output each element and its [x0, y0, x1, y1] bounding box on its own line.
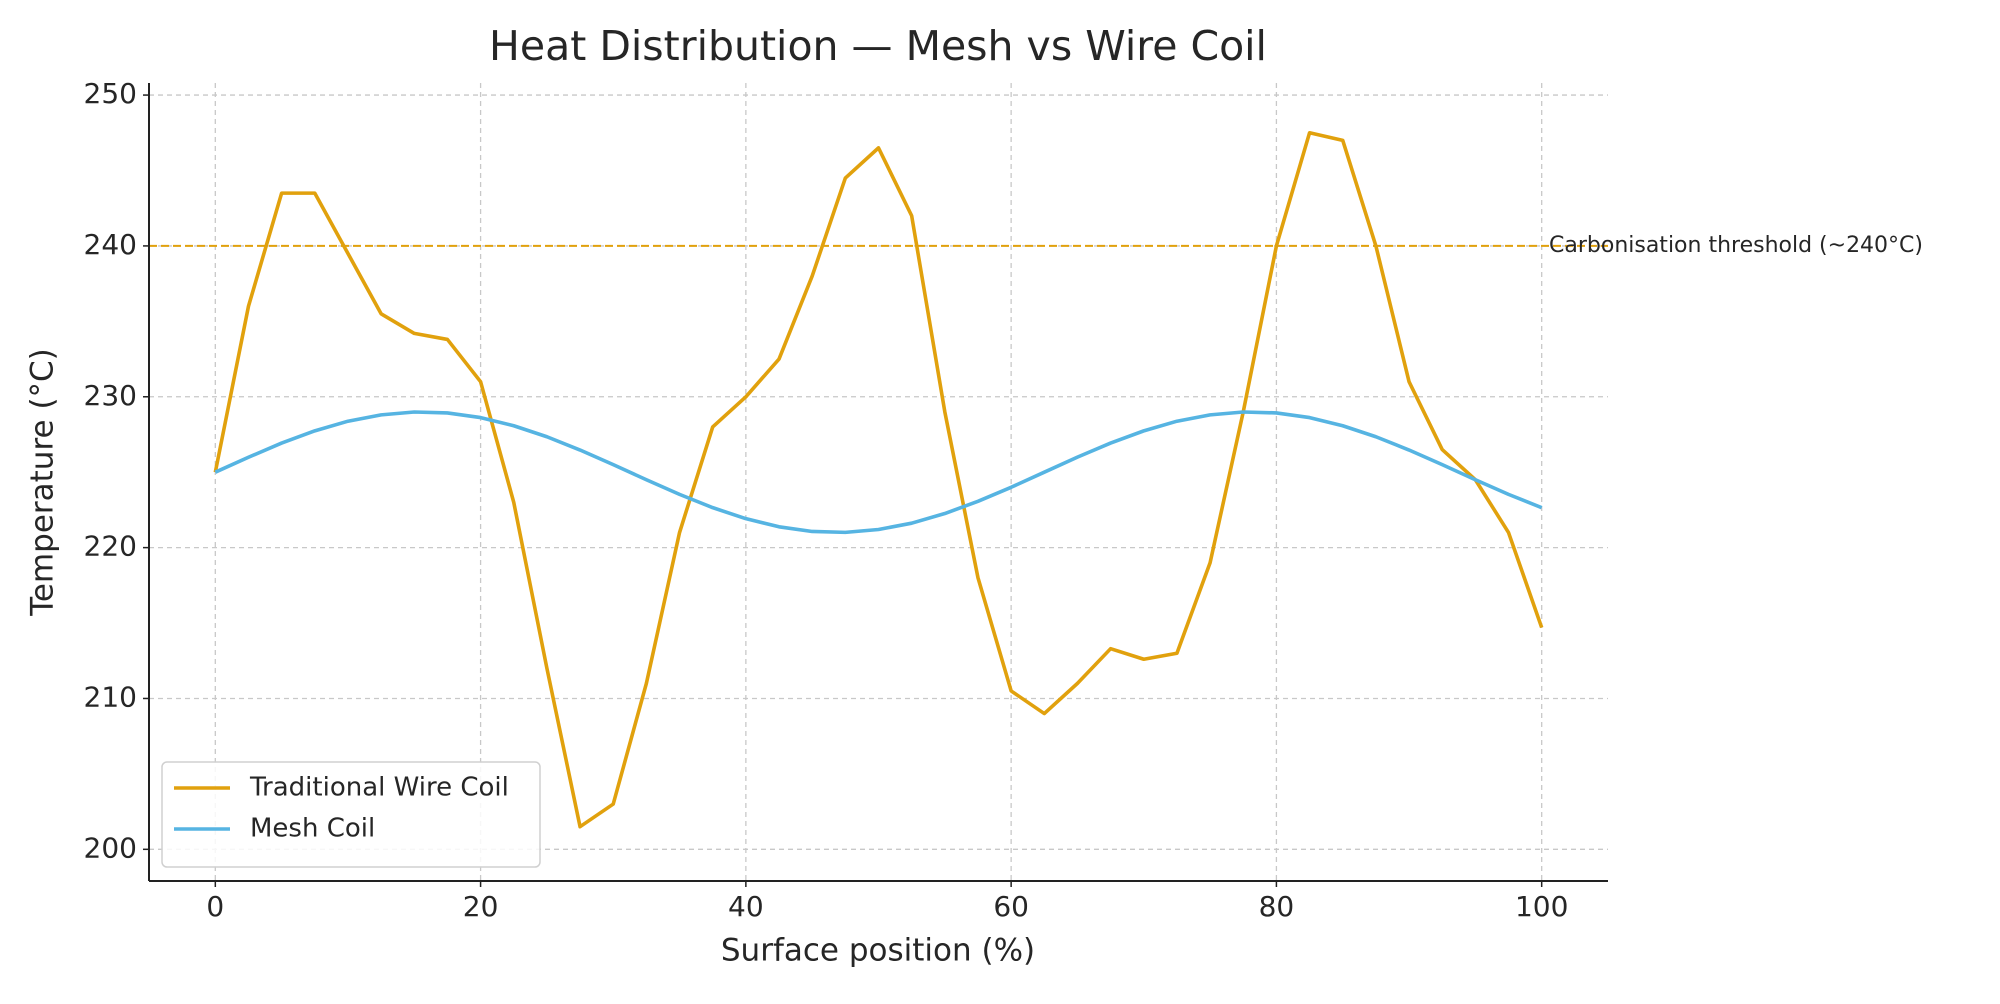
x-tick-label: 60: [993, 890, 1029, 923]
legend-label: Mesh Coil: [250, 814, 375, 844]
series-line: [213, 130, 1544, 829]
chart-title: Heat Distribution — Mesh vs Wire Coil: [489, 22, 1267, 70]
x-tick-label: 100: [1515, 890, 1568, 923]
y-tick-label: 220: [84, 530, 137, 563]
x-tick-label: 20: [463, 890, 499, 923]
legend-box: [161, 761, 541, 868]
y-axis-label: Temperature (°C): [25, 348, 61, 617]
y-tick-label: 200: [84, 831, 137, 864]
x-tick-label: 0: [206, 890, 224, 923]
x-axis-label: Surface position (%): [721, 933, 1035, 969]
y-tick-label: 250: [84, 77, 137, 110]
legend-label: Traditional Wire Coil: [249, 773, 509, 803]
y-tick-label: 230: [84, 379, 137, 412]
x-tick-label: 40: [728, 890, 764, 923]
series-line: [214, 410, 1543, 535]
x-tick-label: 80: [1259, 890, 1295, 923]
threshold-label: Carbonisation threshold (~240°C): [1549, 233, 1923, 258]
y-tick-label: 210: [84, 680, 137, 713]
y-tick-label: 240: [84, 228, 137, 261]
